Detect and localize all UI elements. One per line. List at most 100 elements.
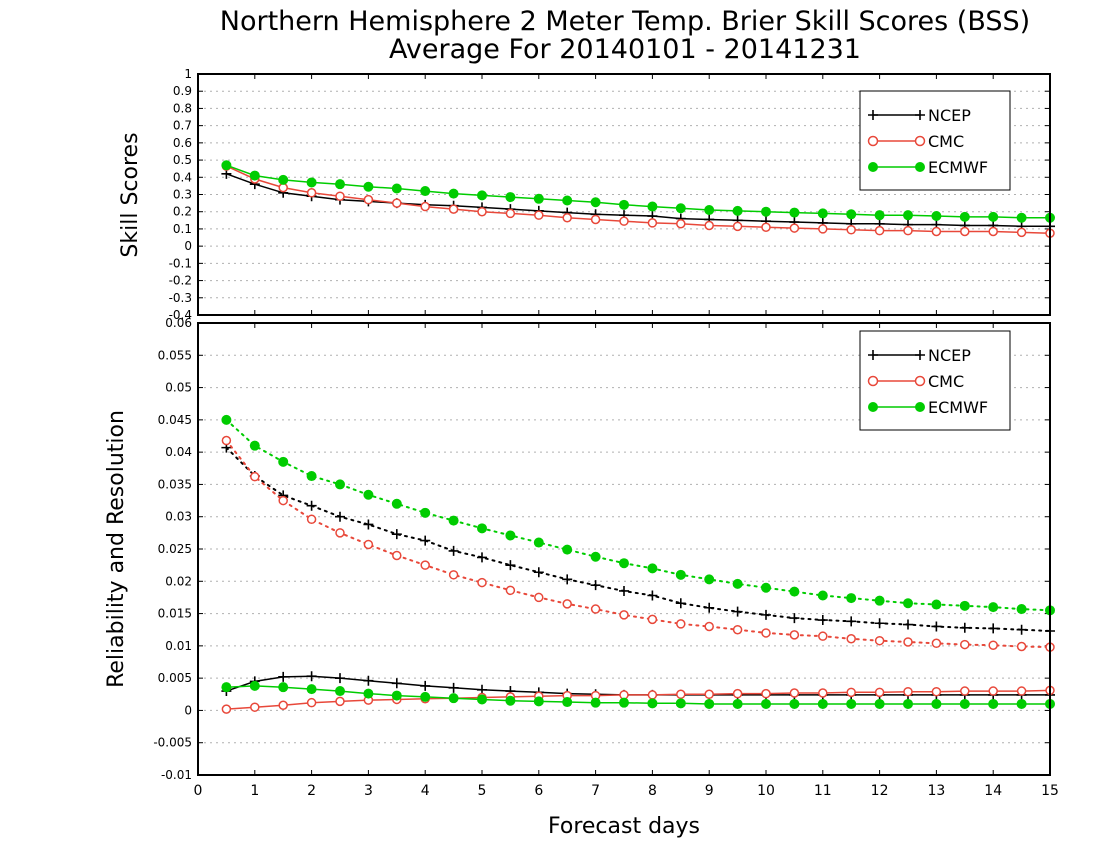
legend-marker [867,375,879,387]
data-point [647,201,658,212]
data-point [391,690,402,701]
data-point [391,529,402,540]
x-tick-label: 1 [250,783,259,799]
data-point [533,537,544,548]
legend-label: ECMWF [928,398,988,417]
y-tick-label: -0.005 [153,736,192,750]
data-point [533,696,544,707]
data-point [306,471,317,482]
x-tick-label: 9 [705,783,714,799]
data-point [306,697,317,708]
data-point [590,214,601,225]
data-point [789,688,800,698]
data-point [704,698,715,709]
x-tick-label: 15 [1041,783,1059,799]
data-point [306,514,317,525]
data-point [420,560,430,570]
series-cmc-resolution [221,435,1055,652]
y-tick-label: -0.2 [169,274,192,288]
legend-marker [915,350,925,360]
data-point [874,210,885,221]
legend-label: CMC [928,372,964,391]
data-point [647,614,658,625]
data-point [675,598,686,609]
x-tick-label: 5 [478,783,487,799]
data-point [761,688,771,699]
legend-marker [915,162,925,172]
data-point [846,687,856,698]
y-tick-label: 0.04 [165,445,192,459]
y-tick-label: 0.6 [173,136,192,150]
data-point [619,610,629,620]
x-tick-label: 14 [984,783,1002,799]
data-point [562,599,572,609]
data-point [391,678,402,689]
data-point [306,500,317,511]
data-point [335,191,345,201]
data-point [818,631,828,641]
data-point [817,615,828,626]
data-point [1016,641,1027,652]
data-point [391,498,402,509]
legend-label: ECMWF [928,158,988,177]
data-point [676,619,686,629]
data-point [534,592,544,603]
data-point [903,698,913,709]
series-ncep-resolution [221,442,1055,637]
data-point [761,698,771,709]
data-point [704,220,714,231]
data-point [221,704,232,714]
x-tick-label: 8 [648,783,657,799]
data-point [477,206,487,217]
data-point [221,414,232,425]
series-ecmwf-resolution [221,414,1055,616]
legend: NCEP CMC ECMWF [859,330,1011,431]
data-point [959,622,970,633]
data-point [960,639,970,650]
data-point [874,635,885,646]
y-tick-label: 0.3 [173,188,192,202]
data-point [420,691,431,702]
data-point [732,578,743,589]
legend-label: NCEP [928,106,971,125]
data-point [874,595,885,606]
data-point [278,456,289,467]
data-point [846,209,857,220]
y-tick-label: 0.015 [158,607,192,621]
data-point [789,223,800,233]
data-point [420,186,431,197]
data-point [590,604,601,614]
data-point [959,698,970,709]
data-point [306,177,317,188]
data-point [250,702,260,712]
data-point [704,621,714,632]
data-point [420,680,431,691]
data-point [335,673,345,684]
legend-marker [914,135,926,147]
skill-scores-panel: -0.4 -0.3 -0.2 -0.1 0 0.1 0.2 0.3 0.4 0.5 0.6 0.7 0.… [118,67,1055,322]
data-point [846,593,857,604]
data-point [647,690,658,700]
y-tick-label: 0.05 [165,381,192,395]
y-tick-label: 0.055 [158,348,192,362]
x-tick-label: 13 [927,783,945,799]
data-point [1016,698,1027,709]
data-point [477,552,487,563]
data-point [846,616,857,627]
y-axis-label: Skill Scores [118,132,143,257]
data-point [675,698,686,709]
data-point [448,515,459,526]
data-point [1016,686,1027,696]
series-line [225,439,1051,649]
data-point [306,684,317,695]
data-point [221,682,232,693]
data-point [221,435,232,446]
data-point [392,550,402,561]
data-point [931,599,942,610]
data-point [675,203,686,214]
data-point [590,197,601,208]
data-point [448,545,459,556]
data-point [903,210,913,221]
y-tick-label: 0.035 [158,477,192,491]
x-tick-label: 0 [194,783,203,799]
